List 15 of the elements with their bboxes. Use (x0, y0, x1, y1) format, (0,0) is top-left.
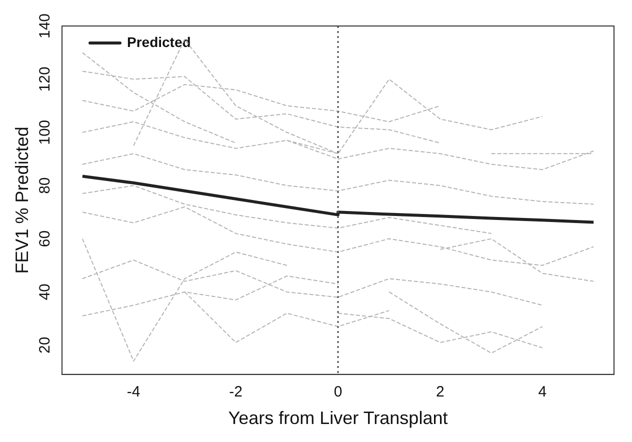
y-tick-label: 60 (36, 230, 54, 248)
y-tick-label: 20 (36, 336, 54, 354)
x-tick-label: 2 (436, 384, 444, 401)
x-tick-label: -4 (126, 384, 140, 401)
x-axis-title: Years from Liver Transplant (228, 408, 448, 428)
y-tick-label: 120 (36, 66, 54, 92)
y-tick-label: 80 (36, 177, 54, 194)
y-axis-title: FEV1 % Predicted (12, 126, 32, 274)
x-tick-label: -2 (229, 384, 242, 401)
y-tick-label: 100 (36, 120, 54, 145)
x-tick-label: 0 (334, 384, 342, 401)
x-tick-label: 4 (538, 384, 547, 401)
y-tick-label: 140 (36, 13, 54, 39)
y-tick-label: 40 (36, 284, 54, 300)
legend-label: Predicted (127, 34, 191, 50)
